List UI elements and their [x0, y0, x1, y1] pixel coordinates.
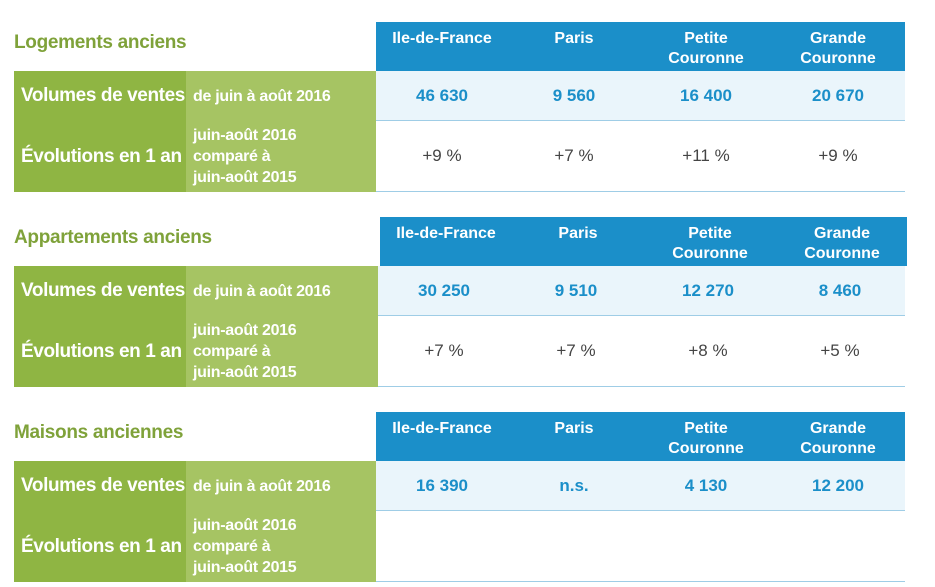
evolution-values: +7 % +7 % +8 % +5 %	[378, 316, 905, 387]
volume-value: 9 510	[554, 280, 598, 300]
volumes-values: 16 390 n.s. 4 130 12 200	[376, 461, 905, 511]
volume-value: n.s.	[559, 475, 589, 495]
volumes-row: Volumes de ventes de juin à août 2016 30 2…	[14, 266, 905, 316]
period-line: juin-août 2015	[193, 169, 297, 186]
row-period-evolution: juin-août 2016 comparé à juin-août 2015	[186, 511, 376, 582]
period-line: juin-août 2016	[193, 517, 297, 534]
row-label-evolution: Évolutions en 1 an	[14, 316, 186, 387]
evolution-value: +7 %	[556, 341, 596, 360]
section-title: Logements anciens	[14, 32, 187, 53]
period-line: comparé à	[193, 538, 271, 555]
period-line: juin-août 2016	[193, 322, 297, 339]
column-header: Petite Couronne	[672, 225, 748, 262]
volume-value: 30 250	[418, 280, 470, 300]
column-header: Ile-de-France	[392, 420, 492, 437]
volume-value: 20 670	[812, 85, 864, 105]
column-header: Petite Couronne	[668, 420, 744, 457]
evolution-value	[508, 511, 640, 581]
volumes-row: Volumes de ventes de juin à août 2016 46 6…	[14, 71, 905, 121]
evolution-value: +11 %	[682, 146, 730, 165]
period-line: juin-août 2015	[193, 364, 297, 381]
row-period-volumes: de juin à août 2016	[186, 461, 376, 511]
row-label-volumes: Volumes de ventes	[14, 461, 186, 511]
volume-value: 46 630	[416, 85, 468, 105]
evolution-value: +7 %	[554, 146, 594, 165]
column-header: Grande Couronne	[800, 30, 876, 67]
row-label-evolution: Évolutions en 1 an	[14, 511, 186, 582]
column-header-row: Ile-de-France Paris Petite Couronne Grande Co…	[376, 22, 905, 71]
volume-value: 12 200	[812, 475, 864, 495]
column-header: Grande Couronne	[804, 225, 880, 262]
period-line: comparé à	[193, 343, 271, 360]
column-header-row: Ile-de-France Paris Petite Couronne Grande Co…	[376, 412, 905, 461]
column-header: Grande Couronne	[800, 420, 876, 457]
column-header: Paris	[554, 420, 594, 437]
row-period-evolution: juin-août 2016 comparé à juin-août 2015	[186, 121, 376, 192]
period-line: comparé à	[193, 148, 271, 165]
volumes-values: 46 630 9 560 16 400 20 670	[376, 71, 905, 121]
volumes-values: 30 250 9 510 12 270 8 460	[378, 266, 905, 316]
section-2: Maisons anciennes Ile-de-France Paris Petit…	[0, 412, 935, 587]
evolution-row: Évolutions en 1 an juin-août 2016 comparé …	[14, 511, 905, 582]
evolution-value: +8 %	[688, 341, 728, 360]
section-title: Maisons anciennes	[14, 422, 184, 443]
evolution-row: Évolutions en 1 an juin-août 2016 comparé …	[14, 316, 905, 387]
evolution-value	[772, 511, 904, 581]
evolution-value: +5 %	[820, 341, 860, 360]
evolution-value: +7 %	[424, 341, 464, 360]
volume-value: 4 130	[684, 475, 728, 495]
evolution-values: +9 % +7 % +11 % +9 %	[376, 121, 905, 192]
volume-value: 8 460	[818, 280, 862, 300]
evolution-row: Évolutions en 1 an juin-août 2016 comparé …	[14, 121, 905, 192]
evolution-value: +9 %	[422, 146, 462, 165]
row-period-volumes: de juin à août 2016	[186, 266, 378, 316]
evolution-value: +9 %	[818, 146, 858, 165]
column-header-row: Ile-de-France Paris Petite Couronne Grande Co…	[380, 217, 907, 266]
volume-value: 12 270	[682, 280, 734, 300]
section-title: Appartements anciens	[14, 227, 212, 248]
volume-value: 9 560	[552, 85, 596, 105]
volume-value: 16 400	[680, 85, 732, 105]
volume-value: 16 390	[416, 475, 468, 495]
row-label-evolution: Évolutions en 1 an	[14, 121, 186, 192]
row-label-volumes: Volumes de ventes	[14, 266, 186, 316]
section-1: Appartements anciens Ile-de-France Paris Pe…	[0, 217, 935, 392]
evolution-value	[640, 511, 772, 581]
column-header: Paris	[558, 225, 598, 242]
column-header: Ile-de-France	[392, 30, 492, 47]
period-line: juin-août 2016	[193, 127, 297, 144]
evolution-value	[376, 511, 508, 581]
row-label-volumes: Volumes de ventes	[14, 71, 186, 121]
row-period-volumes: de juin à août 2016	[186, 71, 376, 121]
period-line: juin-août 2015	[193, 559, 297, 576]
column-header: Petite Couronne	[668, 30, 744, 67]
row-period-evolution: juin-août 2016 comparé à juin-août 2015	[186, 316, 378, 387]
section-0: Logements anciens Ile-de-France Paris Petit…	[0, 22, 935, 197]
column-header: Ile-de-France	[396, 225, 496, 242]
evolution-values	[376, 511, 905, 582]
column-header: Paris	[554, 30, 594, 47]
volumes-row: Volumes de ventes de juin à août 2016 16 3…	[14, 461, 905, 511]
